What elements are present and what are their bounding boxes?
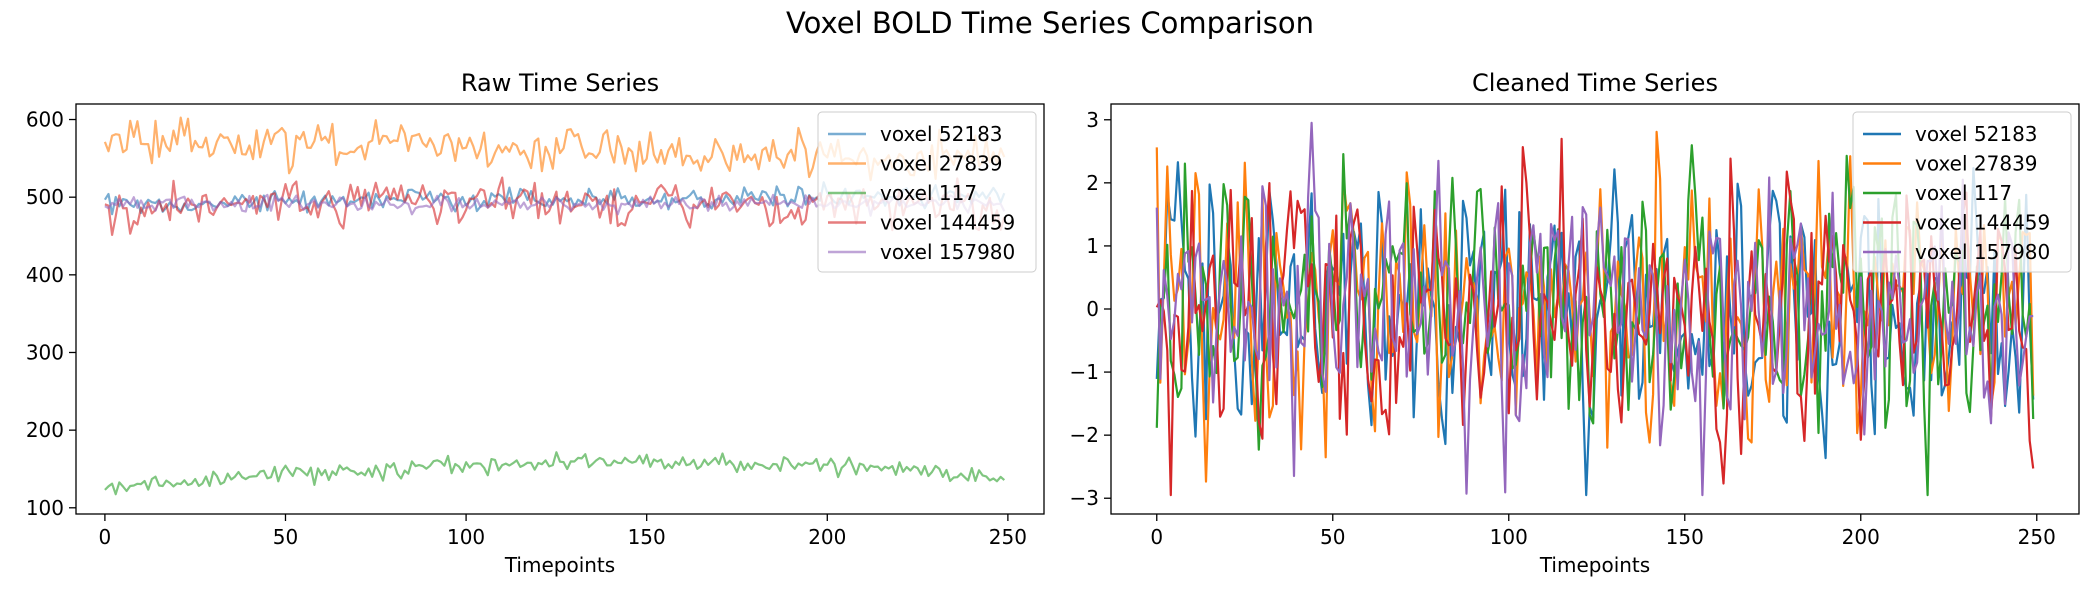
y-tick-label: −1: [1070, 360, 1099, 384]
x-tick-label: 200: [1842, 525, 1880, 549]
legend-box: [817, 111, 1037, 273]
x-tick-label: 150: [1666, 525, 1704, 549]
axes-frame: [75, 103, 1045, 515]
y-tick-label: 200: [26, 418, 64, 442]
y-tick-label: 600: [26, 108, 64, 132]
chart-title: Cleaned Time Series: [1472, 69, 1718, 97]
legend-label: voxel 52183: [1915, 122, 2038, 146]
figure-title: Voxel BOLD Time Series Comparison: [786, 6, 1314, 40]
x-tick-label: 250: [989, 525, 1027, 549]
x-tick-label: 150: [628, 525, 666, 549]
cleaned-time-series-chart: Cleaned Time Series Timepoints 0 50 100 150…: [1070, 69, 2080, 577]
x-tick-label: 200: [808, 525, 846, 549]
y-tick-label: 0: [1086, 297, 1099, 321]
y-tick-label: −2: [1070, 423, 1099, 447]
y-tick-label: 3: [1086, 108, 1099, 132]
legend-label: voxel 27839: [880, 152, 1003, 176]
y-tick-label: 100: [26, 496, 64, 520]
series-line-voxel-157980: [1155, 121, 2034, 497]
legend-label: voxel 144459: [880, 211, 1015, 235]
y-tick-label: 500: [26, 185, 64, 209]
series-line-voxel-144459: [1155, 137, 2035, 497]
x-axis-label: Timepoints: [1539, 553, 1650, 577]
legend-label: voxel 117: [880, 181, 977, 205]
chart-title: Raw Time Series: [461, 69, 659, 97]
x-tick-label: 100: [447, 525, 485, 549]
series-line-voxel-117: [104, 451, 1006, 496]
legend-label: voxel 157980: [1915, 240, 2050, 264]
y-tick-label: 2: [1086, 171, 1099, 195]
x-tick-label: 100: [1490, 525, 1528, 549]
legend-box: [1852, 111, 2072, 273]
legend: voxel 52183 voxel 27839 voxel 117 voxel 144…: [817, 111, 1037, 273]
x-tick-label: 0: [1150, 525, 1163, 549]
legend-label: voxel 27839: [1915, 152, 2038, 176]
legend-label: voxel 157980: [880, 240, 1015, 264]
y-tick-label: 1: [1086, 234, 1099, 258]
legend-label: voxel 117: [1915, 181, 2012, 205]
raw-time-series-chart: Raw Time Series Timepoints 0 50 100 150 200 2…: [26, 69, 1045, 577]
legend-label: voxel 144459: [1915, 211, 2050, 235]
legend: voxel 52183 voxel 27839 voxel 117 voxel 144…: [1852, 111, 2072, 273]
x-tick-label: 250: [2018, 525, 2056, 549]
x-axis-label: Timepoints: [504, 553, 615, 577]
plot-area: [1155, 121, 2035, 497]
x-tick-label: 50: [273, 525, 298, 549]
x-tick-label: 50: [1320, 525, 1345, 549]
y-tick-label: −3: [1070, 486, 1099, 510]
legend-label: voxel 52183: [880, 122, 1003, 146]
y-tick-label: 300: [26, 340, 64, 364]
x-tick-label: 0: [99, 525, 112, 549]
y-tick-label: 400: [26, 263, 64, 287]
